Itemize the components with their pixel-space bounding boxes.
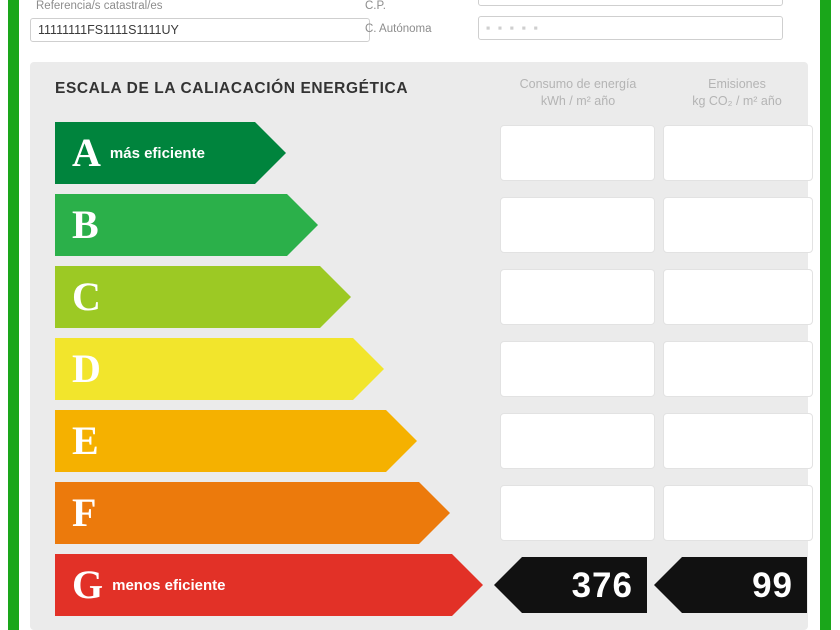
rating-letter-g: G: [72, 562, 104, 607]
energy-scale-panel: ESCALA DE LA CALIACACIÓN ENERGÉTICA Cons…: [30, 62, 813, 630]
result-tag-emisiones: 99: [654, 557, 807, 613]
emisiones-cell-e: [663, 413, 813, 469]
rating-bar-tip-d: [353, 338, 384, 400]
rating-letter-c: C: [72, 274, 101, 319]
rating-bar-tip-e: [386, 410, 417, 472]
consumo-cell-f: [500, 485, 655, 541]
input-codigo-postal[interactable]: ▪ ▪ ▪ ▪ ▪: [478, 16, 783, 40]
input-referencia-catastral[interactable]: 11111111FS1111S1111UY: [30, 18, 370, 42]
result-tag-consumo-pointer: [494, 557, 522, 613]
cadastral-form-strip: Referencia/s catastral/es 11111111FS1111…: [30, 0, 808, 44]
frame-left-bar: [8, 0, 19, 630]
value-comunidad-autonoma: Canarias: [486, 0, 536, 1]
rating-letter-e: E: [72, 418, 99, 463]
column-header-consumo-line1: Consumo de energía: [519, 77, 637, 91]
input-comunidad-autonoma-top[interactable]: Canarias: [478, 0, 783, 6]
rating-note-g: menos eficiente: [112, 576, 226, 594]
column-header-consumo-line2: kWh / m² año: [540, 94, 616, 108]
result-value-consumo: 376: [571, 565, 633, 605]
rating-bar-tip-f: [419, 482, 450, 544]
label-referencia-catastral: Referencia/s catastral/es: [36, 0, 163, 12]
value-codigo-postal: ▪ ▪ ▪ ▪ ▪: [486, 21, 541, 35]
consumo-cell-b: [500, 197, 655, 253]
rating-bar-c: C: [55, 266, 351, 328]
scale-title: ESCALA DE LA CALIACACIÓN ENERGÉTICA: [55, 80, 409, 97]
rating-letter-a: A: [72, 130, 101, 175]
result-tag-consumo: 376: [494, 557, 647, 613]
energy-rating-row-b: B: [30, 194, 813, 256]
energy-rating-row-d: D: [30, 338, 813, 400]
column-header-emisiones: Emisiones kg CO₂ / m² año: [642, 76, 832, 110]
value-referencia-catastral: 11111111FS1111S1111UY: [38, 23, 179, 37]
column-header-emisiones-line2: kg CO₂ / m² año: [692, 94, 782, 108]
emisiones-cell-b: [663, 197, 813, 253]
rating-bar-e: E: [55, 410, 417, 472]
result-tag-emisiones-pointer: [654, 557, 682, 613]
column-header-consumo: Consumo de energía kWh / m² año: [478, 76, 678, 110]
rating-note-a: más eficiente: [109, 144, 205, 162]
label-comunidad-autonoma: C. Autónoma: [365, 23, 432, 35]
rating-bar-tip-b: [287, 194, 318, 256]
rating-letter-d: D: [72, 346, 101, 391]
column-header-emisiones-line1: Emisiones: [708, 77, 766, 91]
energy-rating-row-c: C: [30, 266, 813, 328]
rating-bar-tip-g: [452, 554, 483, 616]
label-codigo-postal: C.P.: [365, 0, 386, 12]
emisiones-cell-c: [663, 269, 813, 325]
consumo-cell-d: [500, 341, 655, 397]
rating-bar-f: F: [55, 482, 450, 544]
rating-bar-tip-a: [255, 122, 286, 184]
consumo-cell-e: [500, 413, 655, 469]
rating-bar-b: B: [55, 194, 318, 256]
emisiones-cell-f: [663, 485, 813, 541]
consumo-cell-c: [500, 269, 655, 325]
frame-right-bar: [820, 0, 831, 630]
rating-letter-b: B: [72, 202, 99, 247]
result-value-emisiones: 99: [752, 565, 793, 605]
rating-bar-tip-c: [320, 266, 351, 328]
emisiones-cell-d: [663, 341, 813, 397]
emisiones-cell-a: [663, 125, 813, 181]
energy-rating-row-e: E: [30, 410, 813, 472]
rating-letter-f: F: [72, 490, 97, 535]
energy-rating-row-f: F: [30, 482, 813, 544]
consumo-cell-a: [500, 125, 655, 181]
rating-bar-d: D: [55, 338, 384, 400]
